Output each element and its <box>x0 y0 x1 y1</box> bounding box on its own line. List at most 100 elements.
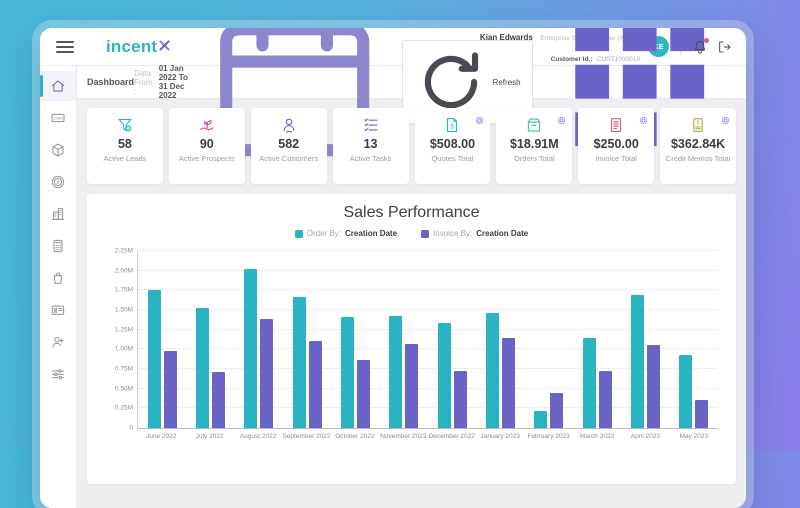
kpi-value: 13 <box>363 137 378 151</box>
bar-invoice-10[interactable] <box>646 344 660 428</box>
legend-item-invoice-by-[interactable]: Invoice By: Creation Date <box>421 229 528 238</box>
x-axis-label: October 2022 <box>335 433 375 440</box>
sidebar-item-package[interactable] <box>40 135 76 165</box>
sidebar-item-crm[interactable]: CRM <box>40 103 76 133</box>
notifications-bell-icon[interactable] <box>692 37 709 55</box>
hamburger-menu-icon[interactable] <box>56 38 74 56</box>
kpi-card-credit-memos-total[interactable]: $ $362.84K Credit Memos Total <box>660 108 736 184</box>
user-icon <box>280 116 298 134</box>
svg-text:$: $ <box>451 124 455 130</box>
kpi-value: 90 <box>199 137 214 151</box>
bar-order-11[interactable] <box>679 354 693 428</box>
bar-order-6[interactable] <box>437 323 451 428</box>
customer-id-label: Customer Id.: <box>550 55 593 63</box>
x-axis-label: January 2023 <box>480 433 520 440</box>
date-from-label: Data From : <box>134 68 153 96</box>
refresh-label: Refresh <box>492 77 521 87</box>
bar-order-7[interactable] <box>485 313 499 428</box>
plot-area: 0 0.25M 0.50M 0.75M 1.00M 1.25M 1.50M 1.75M 2.00… <box>115 248 718 432</box>
kpi-value: $508.00 <box>429 137 476 151</box>
bar-invoice-4[interactable] <box>356 360 370 428</box>
gridline <box>138 348 718 350</box>
bar-invoice-9[interactable] <box>598 371 612 428</box>
credit-memo-icon: $ <box>689 116 707 134</box>
legend-prefix: Invoice By: <box>433 229 473 238</box>
kpi-card-quotes-total[interactable]: $ $508.00 Quotes Total <box>414 108 491 184</box>
brand-x-icon <box>158 37 171 57</box>
kpi-card-orders-total[interactable]: $18.91M Orders Total <box>496 108 573 184</box>
gear-icon[interactable] <box>474 113 485 125</box>
app-window: incent Kian Edwards Enterprise Sales Man… <box>40 28 746 508</box>
bar-order-3[interactable] <box>292 297 306 428</box>
bar-invoice-6[interactable] <box>453 371 467 428</box>
date-range-value[interactable]: 01 Jan 2022 To 31 Dec 2022 <box>158 64 188 100</box>
kpi-card-active-leads[interactable]: $58 Active Leads <box>87 108 163 184</box>
doc-dollar-icon: $ <box>443 116 461 134</box>
bar-invoice-7[interactable] <box>501 337 515 428</box>
legend-value: Creation Date <box>476 229 529 238</box>
legend-item-order-by-[interactable]: Order By: Creation Date <box>294 229 397 238</box>
sidebar-item-billing[interactable] <box>40 231 76 261</box>
bar-order-2[interactable] <box>244 269 258 428</box>
bar-invoice-11[interactable] <box>695 399 709 428</box>
y-axis-tick: 2.25M <box>114 247 133 255</box>
gear-icon[interactable] <box>556 113 567 125</box>
gridline <box>138 309 718 310</box>
gridline <box>138 387 718 389</box>
kpi-row: $58 Active Leads 90 Active Prospects 582 Acti… <box>87 108 736 184</box>
sidebar-item-home[interactable] <box>40 71 76 101</box>
sidebar-item-add-user[interactable] <box>40 327 76 357</box>
x-axis-label: April 2023 <box>630 433 661 440</box>
chart-plot: 0 0.25M 0.50M 0.75M 1.00M 1.25M 1.50M 1.75M 2.00… <box>115 248 718 432</box>
bar-order-9[interactable] <box>582 337 596 428</box>
legend-swatch <box>421 229 430 238</box>
order-box-icon <box>525 116 543 134</box>
kpi-card-active-customers[interactable]: 582 Active Customers <box>250 108 327 184</box>
add-user-icon <box>50 334 66 350</box>
bar-group <box>670 251 718 428</box>
bar-group <box>525 251 573 428</box>
bar-order-8[interactable] <box>534 411 548 428</box>
brand-name: incent <box>106 36 158 56</box>
kpi-label: Orders Total <box>513 154 555 163</box>
bar-invoice-8[interactable] <box>550 392 564 428</box>
bar-invoice-3[interactable] <box>308 340 322 428</box>
gear-icon[interactable] <box>720 113 731 125</box>
x-axis-label: September 2022 <box>282 433 331 440</box>
x-axis-label: December 2022 <box>428 433 475 440</box>
sidebar-item-settings[interactable] <box>40 359 76 389</box>
sidebar-item-payments[interactable]: $ <box>40 167 76 197</box>
bar-order-5[interactable] <box>389 315 403 428</box>
gridline <box>138 289 718 291</box>
bar-order-0[interactable] <box>147 290 161 428</box>
logout-icon[interactable] <box>716 39 732 55</box>
kpi-label: Active Customers <box>259 154 319 163</box>
gridline <box>138 328 718 330</box>
kpi-label: Invoice Total <box>595 154 637 163</box>
bar-order-1[interactable] <box>195 307 209 428</box>
gear-icon[interactable] <box>638 113 649 125</box>
y-axis-tick: 0.25M <box>114 404 133 412</box>
sidebar-item-company[interactable] <box>40 199 76 229</box>
y-axis-tick: 0.50M <box>114 385 133 393</box>
contracts-icon <box>50 302 66 318</box>
bar-order-10[interactable] <box>630 295 644 428</box>
bar-invoice-1[interactable] <box>211 372 225 428</box>
bar-group <box>573 251 621 428</box>
kpi-card-active-prospects[interactable]: 90 Active Prospects <box>168 108 245 184</box>
bar-invoice-0[interactable] <box>163 350 177 428</box>
app-body: CRM $ Dashboard Data From : 01 Jan 2022 T… <box>40 28 746 508</box>
bar-group <box>138 251 186 428</box>
svg-text:CRM: CRM <box>53 116 62 121</box>
payments-icon: $ <box>50 174 66 190</box>
kpi-card-invoice-total[interactable]: $250.00 Invoice Total <box>578 108 655 184</box>
sidebar-item-purchases[interactable] <box>40 263 76 293</box>
page-title: Dashboard <box>87 77 135 87</box>
kpi-card-active-tasks[interactable]: 13 Active Tasks <box>332 108 409 184</box>
bar-invoice-5[interactable] <box>405 343 419 428</box>
bar-order-4[interactable] <box>340 317 354 428</box>
sidebar-item-contracts[interactable] <box>40 295 76 325</box>
y-axis-tick: 0 <box>129 424 133 432</box>
user-name: Kian Edwards <box>479 32 533 42</box>
bar-invoice-2[interactable] <box>260 319 274 428</box>
